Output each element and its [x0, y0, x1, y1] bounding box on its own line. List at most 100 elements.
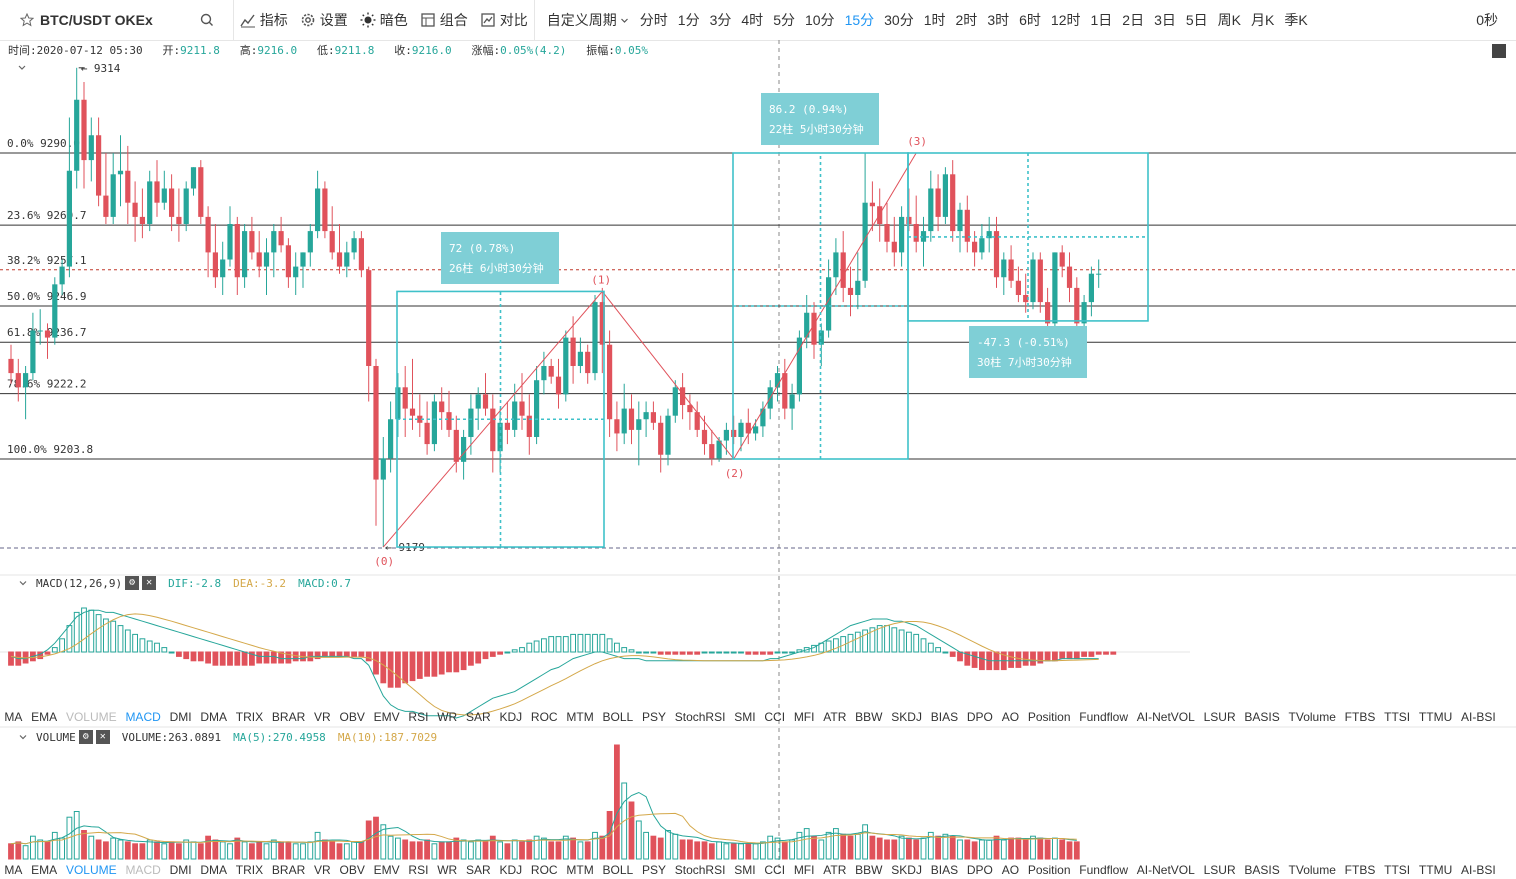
indicator-tab[interactable]: ATR	[823, 710, 847, 724]
fullscreen-icon[interactable]	[1492, 44, 1506, 58]
indicator-tab[interactable]: EMA	[31, 863, 58, 877]
period-tab[interactable]: 2时	[955, 12, 978, 28]
period-tab[interactable]: 季K	[1284, 12, 1308, 28]
period-tab[interactable]: 2日	[1122, 12, 1145, 28]
indicator-tab[interactable]: AI-NetVOL	[1136, 863, 1195, 877]
period-tab[interactable]: 分时	[639, 12, 668, 28]
indicator-tab[interactable]: EMV	[373, 710, 400, 724]
collapse-icon[interactable]	[18, 732, 28, 742]
indicator-tab[interactable]: VOLUME	[65, 863, 117, 877]
indicator-tab[interactable]: MA	[4, 863, 23, 877]
indicator-tab[interactable]: SMI	[734, 710, 756, 724]
period-tab[interactable]: 30分	[884, 12, 914, 28]
indicator-tab[interactable]: BIAS	[930, 710, 959, 724]
indicator-tab[interactable]: CCI	[764, 863, 786, 877]
indicator-tab[interactable]: LSUR	[1203, 710, 1236, 724]
period-tab[interactable]: 1分	[677, 12, 700, 28]
period-tab[interactable]: 6时	[1019, 12, 1041, 28]
indicator-tab[interactable]: BBW	[855, 863, 883, 877]
indicator-tab[interactable]: DPO	[966, 710, 993, 724]
indicator-tab[interactable]: BOLL	[602, 710, 634, 724]
indicator-tab[interactable]: StochRSI	[674, 863, 726, 877]
indicator-tab[interactable]: Position	[1027, 863, 1071, 877]
indicator-tab[interactable]: TTSI	[1384, 710, 1411, 724]
indicator-tab[interactable]: MA	[4, 710, 23, 724]
indicator-tab[interactable]: BRAR	[271, 863, 306, 877]
indicator-tab[interactable]: BRAR	[271, 710, 306, 724]
indicator-tab[interactable]: TTMU	[1418, 863, 1453, 877]
indicator-tab[interactable]: ROC	[530, 710, 558, 724]
indicator-tab[interactable]: CCI	[764, 710, 786, 724]
indicator-tab[interactable]: StochRSI	[674, 710, 726, 724]
period-tab[interactable]: 周K	[1217, 12, 1242, 28]
indicator-tab[interactable]: MACD	[125, 863, 161, 877]
indicator-tab[interactable]: VR	[314, 863, 331, 877]
indicators-button[interactable]: 指标	[234, 0, 294, 40]
indicator-tab[interactable]: AI-NetVOL	[1136, 710, 1195, 724]
period-tab[interactable]: 3日	[1154, 12, 1176, 28]
indicator-tab[interactable]: SAR	[466, 710, 491, 724]
indicator-tab[interactable]: MFI	[793, 710, 815, 724]
indicator-tab[interactable]: OBV	[339, 710, 365, 724]
indicator-tab[interactable]: DPO	[966, 863, 993, 877]
period-tab[interactable]: 4时	[741, 12, 764, 28]
period-tab[interactable]: 5日	[1185, 12, 1208, 28]
indicator-tab[interactable]: KDJ	[499, 863, 523, 877]
indicator-tab[interactable]: AO	[1001, 710, 1020, 724]
indicator-tab[interactable]: OBV	[339, 863, 365, 877]
indicator-tab[interactable]: Fundflow	[1079, 863, 1128, 877]
indicator-tab[interactable]: PSY	[641, 710, 666, 724]
indicator-tab[interactable]: PSY	[641, 863, 666, 877]
indicator-tab[interactable]: MTM	[566, 863, 594, 877]
indicator-tab[interactable]: KDJ	[499, 710, 523, 724]
indicator-tab[interactable]: ATR	[823, 863, 847, 877]
settings-button[interactable]: 设置	[294, 0, 354, 40]
custom-period-dropdown[interactable]: 自定义周期	[535, 0, 635, 40]
indicator-tab[interactable]: RSI	[408, 863, 429, 877]
indicator-tab[interactable]: TVolume	[1288, 863, 1336, 877]
indicator-tab[interactable]: EMA	[31, 710, 58, 724]
indicator-tab[interactable]: TRIX	[235, 863, 264, 877]
period-tab[interactable]: 1日	[1090, 12, 1113, 28]
indicator-tab[interactable]: AI-BSI	[1461, 710, 1496, 724]
kline-chart[interactable]: 0.0% 9290.0 23.6% 9269.7 38.2% 9257.1 50.0%…	[0, 40, 1516, 874]
indicator-tab[interactable]: FTBS	[1344, 710, 1376, 724]
indicator-tab[interactable]: TTSI	[1384, 863, 1411, 877]
indicator-tab[interactable]: DMA	[200, 863, 228, 877]
period-tab[interactable]: 3时	[987, 12, 1010, 28]
indicator-tab[interactable]: WR	[437, 710, 458, 724]
indicator-tab[interactable]: EMV	[373, 863, 400, 877]
period-tab[interactable]: 10分	[804, 12, 835, 28]
period-tab[interactable]: 12时	[1050, 12, 1081, 28]
indicator-tab[interactable]: WR	[437, 863, 458, 877]
volume-settings-icon[interactable]: ⚙	[78, 730, 93, 744]
collapse-icon[interactable]	[18, 578, 28, 588]
indicator-tab[interactable]: FTBS	[1344, 863, 1376, 877]
indicator-tab[interactable]: MTM	[566, 710, 594, 724]
indicator-tab[interactable]: BBW	[855, 710, 883, 724]
compare-button[interactable]: 对比	[474, 0, 534, 40]
indicator-tab[interactable]: BOLL	[602, 863, 634, 877]
period-tab[interactable]: 15分	[844, 12, 875, 28]
indicator-tab[interactable]: SKDJ	[891, 710, 922, 724]
indicator-tab[interactable]: BASIS	[1244, 710, 1280, 724]
indicator-tab[interactable]: Position	[1027, 710, 1071, 724]
indicator-tab[interactable]: MFI	[793, 863, 815, 877]
indicator-tab[interactable]: VR	[314, 710, 331, 724]
indicator-tab[interactable]: BASIS	[1244, 863, 1280, 877]
indicator-tab[interactable]: TTMU	[1418, 710, 1453, 724]
indicator-tab[interactable]: DMA	[200, 710, 228, 724]
star-icon[interactable]	[20, 13, 34, 27]
indicator-tab[interactable]: SMI	[734, 863, 756, 877]
macd-close-icon[interactable]: ✕	[142, 576, 157, 590]
period-tab[interactable]: 3分	[709, 12, 732, 28]
indicator-tab[interactable]: RSI	[408, 710, 429, 724]
period-tab[interactable]: 1时	[923, 12, 946, 28]
indicator-tab[interactable]: SAR	[466, 863, 491, 877]
macd-settings-icon[interactable]: ⚙	[125, 576, 140, 590]
indicator-tab[interactable]: DMI	[169, 710, 192, 724]
indicator-tab[interactable]: VOLUME	[65, 710, 117, 724]
indicator-tab[interactable]: AI-BSI	[1461, 863, 1496, 877]
indicator-tab[interactable]: LSUR	[1203, 863, 1236, 877]
indicator-tab[interactable]: TVolume	[1288, 710, 1336, 724]
